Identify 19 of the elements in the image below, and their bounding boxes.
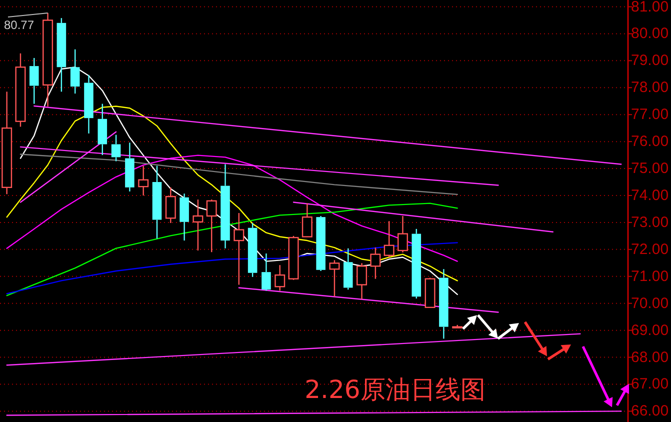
y-tick-label: 76.00 — [631, 133, 669, 150]
y-tick-label: 73.00 — [631, 214, 669, 231]
y-tick-label: 81.00 — [631, 0, 669, 16]
y-tick-label: 70.00 — [631, 294, 669, 312]
annotation: 80.77 — [4, 18, 34, 32]
y-tick-label: 74.00 — [631, 186, 669, 204]
y-tick-label: 69.00 — [631, 322, 669, 339]
y-tick-label: 72.00 — [631, 240, 669, 258]
annotation: 80.77 — [4, 12, 48, 32]
y-tick-label: 79.00 — [631, 52, 669, 70]
y-tick-label: 75.00 — [631, 160, 669, 178]
y-tick-label: 77.00 — [631, 106, 669, 124]
y-tick-label: 78.00 — [631, 79, 669, 96]
title: 2.26原油日线图 — [304, 375, 486, 404]
y-tick-label: 80.00 — [631, 25, 669, 42]
y-tick-label: 66.00 — [631, 402, 669, 420]
y-tick-label: 71.00 — [631, 268, 669, 285]
y-tick-label: 68.00 — [631, 348, 669, 366]
y-tick-label: 67.00 — [631, 376, 669, 393]
